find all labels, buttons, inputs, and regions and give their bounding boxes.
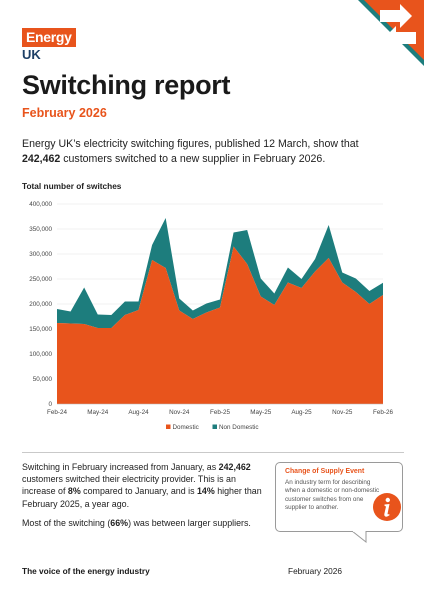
legend-label: Domestic [173,424,199,431]
callout-text: An industry term for describing when a d… [285,479,380,512]
x-tick-label: Feb-26 [373,409,393,416]
footer-tagline: The voice of the energy industry [22,566,150,576]
summary-text: Switching in February increased from Jan… [22,461,262,536]
x-tick-label: May-25 [250,409,271,416]
series-area-domestic [57,246,383,404]
y-tick-label: 300,000 [29,251,52,258]
x-tick-label: May-24 [87,409,108,416]
y-tick-label: 150,000 [29,326,52,333]
intro-paragraph: Energy UK’s electricity switching figure… [22,137,392,167]
intro-total-switches: 242,462 [22,153,61,165]
x-tick-label: Nov-24 [169,409,190,416]
summary-text-part: Most of the switching ( [22,517,111,528]
switches-chart: 0 50,000 100,000 150,000 200,000 250,000 300,0… [0,190,424,440]
chart-svg: 0 50,000 100,000 150,000 200,000 250,000 300,0… [29,201,393,431]
summary-text-part: Switching in February increased from Jan… [22,462,219,472]
page-title: Switching report [22,70,231,100]
callout-pointer [352,531,367,543]
logo-energy-text: Energy [22,28,76,47]
logo-uk-text: UK [22,47,41,62]
intro-text-2: customers switched to a new supplier in … [60,153,326,165]
report-period: February 2026 [22,106,107,120]
y-tick-label: 250,000 [29,276,52,283]
x-tick-label: Nov-25 [332,409,353,416]
x-tick-label: Aug-25 [291,409,312,416]
larger-suppliers-percent: 66% [110,517,129,528]
legend-swatch [166,424,171,429]
x-tick-label: Feb-25 [210,409,230,416]
summary-total-switches: 242,462 [218,462,251,472]
summary-paragraph-2: Most of the switching (66%) was between … [22,517,262,529]
summary-text-part: higher than February 2025, a year ago. [22,486,262,509]
footer-date: February 2026 [288,566,342,576]
summary-text-part: ) was between larger suppliers. [128,517,251,528]
y-tick-label: 50,000 [33,376,53,383]
summary-text-part: customers switched their electricity pro… [22,474,236,497]
legend-label: Non Domestic [219,424,259,431]
series-area-non-domestic [57,218,383,328]
energy-uk-logo: Energy UK [22,28,76,62]
callout-title: Change of Supply Event [285,468,365,475]
switch-arrows-icon [358,0,424,66]
y-tick-label: 350,000 [29,226,52,233]
y-tick-label: 100,000 [29,351,52,358]
info-icon [373,493,401,521]
summary-text-part: compared to January, and is [80,486,197,497]
y-tick-label: 400,000 [29,201,52,208]
x-tick-label: Aug-24 [128,409,149,416]
x-tick-label: Feb-24 [47,409,67,416]
y-tick-label: 0 [48,401,52,408]
section-divider [22,452,404,453]
month-increase-percent: 8% [67,486,81,497]
intro-text-1: Energy UK’s electricity switching figure… [22,138,359,150]
legend-swatch [212,424,217,429]
chart-title: Total number of switches [22,181,122,191]
summary-paragraph-1: Switching in February increased from Jan… [22,461,262,510]
y-tick-label: 200,000 [29,301,52,308]
year-increase-percent: 14% [196,486,215,497]
